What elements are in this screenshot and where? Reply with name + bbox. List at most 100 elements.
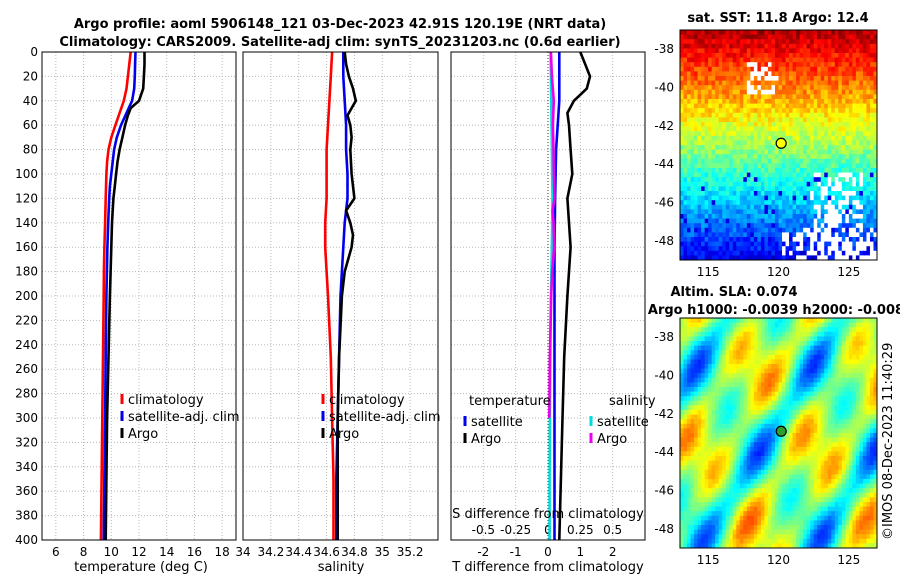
map-cell xyxy=(753,396,758,402)
map-cell xyxy=(824,331,829,337)
map-cell xyxy=(729,350,734,356)
map-cell xyxy=(701,469,706,475)
map-cell xyxy=(838,135,843,141)
map-cell xyxy=(824,428,829,434)
map-cell xyxy=(746,456,751,461)
map-cell xyxy=(792,433,797,438)
map-cell xyxy=(803,227,808,233)
map-cell xyxy=(757,103,762,109)
map-cell xyxy=(750,94,755,100)
map-cell xyxy=(834,135,839,141)
map-cell xyxy=(683,410,688,415)
map-cell xyxy=(862,246,867,252)
map-cell xyxy=(838,341,843,346)
map-cell xyxy=(799,246,804,252)
map-cell xyxy=(810,237,815,242)
map-cell xyxy=(760,387,765,392)
map-cell xyxy=(873,474,878,480)
map-cell xyxy=(701,433,706,438)
map-cell xyxy=(855,322,860,328)
map-cell xyxy=(803,131,808,137)
map-cell xyxy=(810,250,815,256)
map-cell xyxy=(782,39,786,45)
map-cell xyxy=(852,140,857,146)
map-cell xyxy=(873,250,878,256)
map-cell xyxy=(831,405,836,411)
map-cell xyxy=(774,479,779,484)
map-cell xyxy=(824,89,829,95)
map-cell xyxy=(852,465,857,471)
map-cell xyxy=(722,368,727,374)
map-cell xyxy=(845,359,850,365)
map-cell xyxy=(697,410,702,415)
map-cell xyxy=(750,99,755,104)
map-cell xyxy=(796,71,801,77)
map-cell xyxy=(690,341,695,346)
map-cell xyxy=(796,131,801,137)
y-tick-label: 400 xyxy=(15,533,38,547)
map-cell xyxy=(855,373,860,379)
map-cell xyxy=(774,433,779,438)
map-cell xyxy=(803,126,808,132)
map-cell xyxy=(873,131,878,137)
map-cell xyxy=(718,465,723,471)
map-cell xyxy=(704,419,709,425)
map-cell xyxy=(690,145,695,150)
map-cell xyxy=(715,250,720,256)
map-cell xyxy=(834,474,839,480)
map-cell xyxy=(715,223,720,229)
map-cell xyxy=(782,218,786,224)
map-cell xyxy=(746,186,751,192)
map-cell xyxy=(718,39,723,45)
map-cell xyxy=(831,460,836,466)
map-cell xyxy=(813,30,818,35)
map-cell xyxy=(792,126,797,132)
map-cell xyxy=(690,191,695,196)
map-cell xyxy=(848,57,853,63)
map-cell xyxy=(789,122,793,127)
map-cell xyxy=(841,209,846,215)
map-cell xyxy=(704,446,709,452)
map-cell xyxy=(704,103,709,109)
map-cell xyxy=(760,223,765,229)
map-cell xyxy=(687,112,691,118)
map-cell xyxy=(789,465,793,471)
map-cell xyxy=(739,232,744,238)
map-cell xyxy=(708,80,713,86)
map-cell xyxy=(704,433,709,438)
map-cell xyxy=(838,246,843,252)
map-cell xyxy=(859,218,864,224)
map-cell xyxy=(757,34,762,40)
map-cell xyxy=(845,414,850,420)
map-cell xyxy=(852,149,857,155)
map-cell xyxy=(796,57,801,63)
map-cell xyxy=(760,39,765,45)
map-cell xyxy=(690,327,695,333)
map-cell xyxy=(757,39,762,45)
map-cell xyxy=(729,163,734,169)
map-cell xyxy=(757,85,762,91)
map-cell xyxy=(750,250,755,256)
map-cell xyxy=(803,368,808,374)
map-cell xyxy=(687,318,691,323)
map-cell xyxy=(824,364,829,369)
map-cell xyxy=(831,423,836,429)
map-cell xyxy=(873,204,878,210)
map-cell xyxy=(697,209,702,215)
map-cell xyxy=(743,30,748,35)
map-cell xyxy=(729,103,734,109)
map-cell xyxy=(694,108,698,114)
map-cell xyxy=(831,318,836,323)
map-cell xyxy=(859,336,864,342)
map-cell xyxy=(711,48,716,54)
map-cell xyxy=(848,368,853,374)
map-cell xyxy=(746,396,751,402)
map-cell xyxy=(817,460,822,466)
map-cell xyxy=(729,391,734,397)
map-cell xyxy=(683,423,688,429)
map-cell xyxy=(757,350,762,356)
map-cell xyxy=(687,39,691,45)
map-cell xyxy=(757,460,762,466)
map-cell xyxy=(757,255,762,261)
map-cell xyxy=(697,345,702,351)
